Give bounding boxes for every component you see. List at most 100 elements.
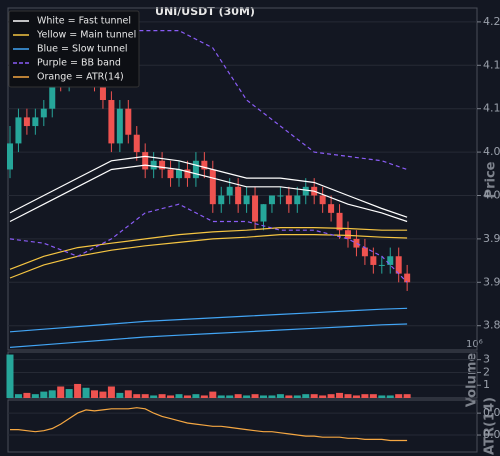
candle-body	[302, 186, 309, 196]
candle-body	[353, 238, 360, 248]
offset-label: 10⁶	[466, 339, 483, 350]
volume-bar	[124, 390, 132, 398]
legend-label: Yellow = Main tunnel	[36, 30, 136, 41]
candle-body	[328, 204, 335, 213]
volume-bar	[293, 395, 301, 398]
candle-body	[370, 256, 377, 265]
candle-body	[99, 82, 106, 101]
volume-bar	[141, 394, 149, 398]
volume-bar	[200, 395, 208, 398]
volume-bar	[74, 383, 82, 398]
y-axis-label: Price	[484, 161, 499, 198]
volume-bar	[82, 387, 90, 398]
volume-bar	[158, 394, 166, 398]
volume-bar	[150, 395, 158, 398]
line	[9, 227, 408, 270]
line	[9, 155, 408, 218]
volume-bar	[183, 395, 191, 398]
volume-bar	[48, 390, 56, 398]
volume-bar	[133, 394, 141, 398]
candle-body	[15, 117, 22, 144]
candle-body	[209, 169, 216, 205]
volume-bar	[99, 391, 107, 398]
y-tick-label: 2	[483, 365, 490, 378]
candle-body	[192, 160, 199, 179]
y-tick-label: 1	[483, 378, 490, 391]
candle-body	[285, 195, 292, 205]
candle-body	[319, 195, 326, 205]
y-tick-label: 3.9	[483, 275, 500, 288]
volume-bar	[209, 391, 217, 398]
candle-body	[395, 256, 402, 274]
candle-body	[235, 186, 242, 205]
volume-bar	[352, 395, 360, 398]
candle-body	[108, 100, 115, 144]
volume-bar	[192, 394, 200, 398]
volume-bar	[65, 389, 73, 398]
y-tick-label: 3.85	[483, 319, 500, 332]
candle-body	[404, 273, 411, 283]
candle-body	[23, 117, 30, 127]
candle-body	[252, 195, 259, 222]
candle-body	[336, 212, 343, 231]
candle-body	[361, 247, 368, 257]
y-tick-label: 4.05	[483, 145, 500, 158]
volume-bar	[217, 395, 225, 398]
candle-body	[167, 169, 174, 179]
volume-bar	[260, 395, 267, 398]
volume-bar	[276, 394, 284, 398]
candle-body	[133, 134, 140, 153]
volume-bar	[327, 394, 335, 398]
legend-label: Purple = BB band	[37, 58, 121, 69]
panel	[7, 399, 478, 453]
volume-bar	[6, 354, 14, 398]
volume-bar	[23, 392, 31, 398]
atr-line	[10, 407, 408, 442]
candle-body	[125, 108, 132, 135]
volume-bar	[378, 395, 386, 398]
y-tick-label: 4.20	[483, 15, 500, 28]
volume-bar	[285, 395, 293, 398]
volume-bar	[395, 394, 403, 398]
volume-bar	[57, 386, 65, 398]
y-axis-label: Volume	[465, 353, 480, 408]
candle-body	[277, 195, 284, 197]
line	[9, 323, 408, 348]
line	[111, 30, 408, 171]
candle-body	[218, 195, 225, 205]
y-tick-label: 3.95	[483, 232, 500, 245]
volume-bar	[403, 394, 411, 398]
volume-bar	[167, 395, 175, 398]
volume-bar	[243, 395, 251, 398]
candle-body	[7, 143, 13, 170]
candle-body	[294, 195, 301, 205]
y-tick-label: 0.03	[483, 428, 500, 441]
volume-bar	[319, 395, 327, 398]
volume-bar	[369, 394, 377, 398]
y-tick-label: 0.05	[483, 406, 500, 419]
candle-body	[184, 169, 191, 179]
candle-body	[243, 195, 250, 205]
volume-bar	[234, 394, 242, 398]
volume-bar	[386, 395, 394, 398]
candle-body	[116, 108, 123, 144]
candle-body	[176, 169, 182, 179]
chart-title: UNI/USDT (30M)	[155, 5, 255, 18]
legend-box	[8, 10, 140, 88]
legend-label: White = Fast tunnel	[37, 16, 131, 27]
candle-body	[268, 195, 275, 205]
y-tick-label: 3	[483, 353, 490, 366]
volume-bar	[268, 395, 276, 398]
candle-body	[150, 160, 157, 170]
y-tick-label: 4.15	[483, 58, 500, 71]
candle-body	[387, 256, 394, 265]
candle-body	[32, 117, 39, 127]
candle-body	[260, 204, 267, 222]
volume-bar	[344, 394, 352, 398]
y-tick-label: 4.10	[483, 102, 500, 115]
legend-label: Blue = Slow tunnel	[37, 44, 128, 55]
candle-body	[378, 264, 385, 266]
candle-body	[345, 230, 351, 239]
line	[9, 307, 408, 333]
